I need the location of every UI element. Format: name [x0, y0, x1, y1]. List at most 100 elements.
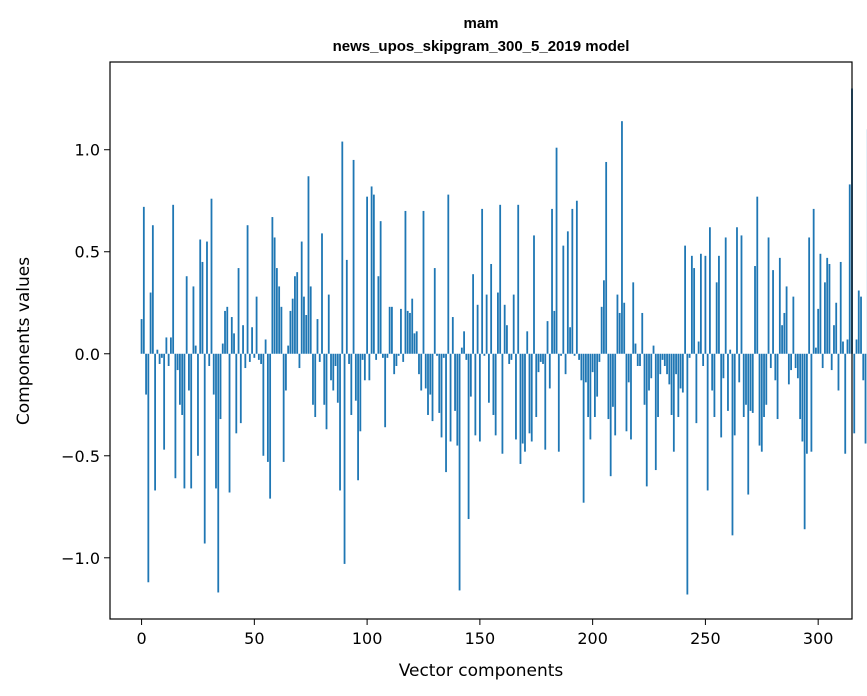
bar-314 — [848, 184, 851, 354]
bar-199 — [589, 353, 592, 440]
bar-16 — [176, 353, 179, 371]
bar-36 — [221, 343, 224, 354]
bar-126 — [424, 353, 427, 389]
bar-286 — [785, 286, 788, 354]
bar-152 — [483, 353, 486, 356]
bar-279 — [769, 353, 772, 369]
bar-162 — [506, 325, 508, 354]
bar-142 — [460, 347, 463, 354]
bar-12 — [167, 353, 170, 366]
bar-93 — [350, 353, 353, 415]
bar-87 — [336, 353, 339, 403]
y-tick-label-3: 0.5 — [75, 243, 100, 262]
bar-318 — [857, 290, 860, 354]
bar-120 — [411, 298, 414, 354]
bar-319 — [860, 296, 862, 354]
bar-119 — [409, 312, 411, 354]
y-tick-label-0: −1.0 — [61, 549, 100, 568]
bar-74 — [307, 176, 310, 354]
bar-15 — [174, 353, 177, 479]
bar-124 — [420, 353, 423, 391]
bar-256 — [718, 255, 720, 354]
bar-21 — [188, 353, 190, 391]
bar-210 — [614, 353, 617, 436]
bar-33 — [215, 353, 217, 489]
bar-281 — [774, 353, 777, 381]
bar-175 — [535, 353, 538, 418]
bar-0 — [140, 319, 143, 354]
bar-306 — [830, 353, 833, 371]
bar-257 — [720, 353, 723, 438]
bar-153 — [485, 294, 488, 354]
bar-229 — [657, 353, 659, 418]
bar-101 — [368, 353, 371, 381]
bar-110 — [388, 306, 391, 354]
bar-77 — [314, 353, 317, 418]
bar-113 — [395, 353, 398, 366]
bar-92 — [348, 353, 350, 364]
bar-261 — [729, 349, 732, 354]
bar-276 — [763, 353, 765, 418]
bar-11 — [165, 337, 168, 354]
bar-223 — [643, 353, 646, 405]
bar-218 — [632, 282, 635, 354]
bar-258 — [722, 353, 725, 379]
x-tick-label-0: 0 — [136, 629, 146, 648]
bar-105 — [377, 276, 380, 354]
x-axis-label: Vector components — [399, 661, 564, 681]
bar-165 — [512, 294, 515, 354]
bar-183 — [553, 310, 556, 354]
bar-300 — [817, 308, 820, 354]
bar-103 — [372, 194, 375, 354]
bar-274 — [758, 353, 761, 446]
bar-69 — [296, 272, 299, 354]
bar-18 — [181, 353, 184, 415]
bar-164 — [510, 353, 513, 360]
bar-68 — [294, 276, 296, 354]
bar-195 — [580, 353, 583, 381]
bar-167 — [517, 204, 520, 354]
bar-222 — [641, 312, 644, 354]
bar-282 — [776, 353, 779, 420]
bar-289 — [792, 296, 795, 354]
bar-267 — [742, 353, 745, 418]
bar-311 — [842, 341, 844, 354]
bar-159 — [499, 204, 502, 354]
bar-172 — [528, 353, 531, 434]
bar-24 — [194, 345, 197, 354]
bar-170 — [524, 353, 526, 452]
bar-225 — [648, 353, 650, 391]
bar-312 — [844, 353, 847, 454]
bar-192 — [573, 353, 576, 356]
bar-239 — [679, 353, 682, 389]
bar-3 — [147, 353, 150, 583]
bar-169 — [521, 353, 524, 444]
bar-38 — [226, 306, 229, 354]
bar-161 — [503, 304, 506, 354]
bar-212 — [618, 312, 621, 354]
bar-19 — [183, 353, 186, 489]
chart-title-line2: news_upos_skipgram_300_5_2019 model — [333, 38, 630, 55]
bar-46 — [244, 353, 247, 369]
bar-114 — [397, 353, 400, 356]
bar-189 — [566, 231, 569, 354]
bar-32 — [212, 353, 215, 395]
bar-296 — [808, 237, 811, 354]
bar-220 — [636, 353, 639, 366]
bar-83 — [327, 294, 330, 354]
bar-109 — [386, 353, 389, 358]
bar-202 — [596, 353, 599, 397]
bar-59 — [273, 237, 276, 354]
bar-201 — [593, 353, 596, 418]
bar-150 — [478, 353, 481, 442]
bar-160 — [501, 353, 504, 454]
bar-166 — [515, 353, 517, 440]
bar-255 — [715, 282, 718, 354]
bar-238 — [677, 353, 680, 418]
bar-280 — [772, 270, 774, 354]
bar-60 — [275, 268, 278, 354]
bar-272 — [754, 266, 756, 354]
bar-233 — [666, 353, 668, 375]
bar-156 — [492, 353, 495, 415]
